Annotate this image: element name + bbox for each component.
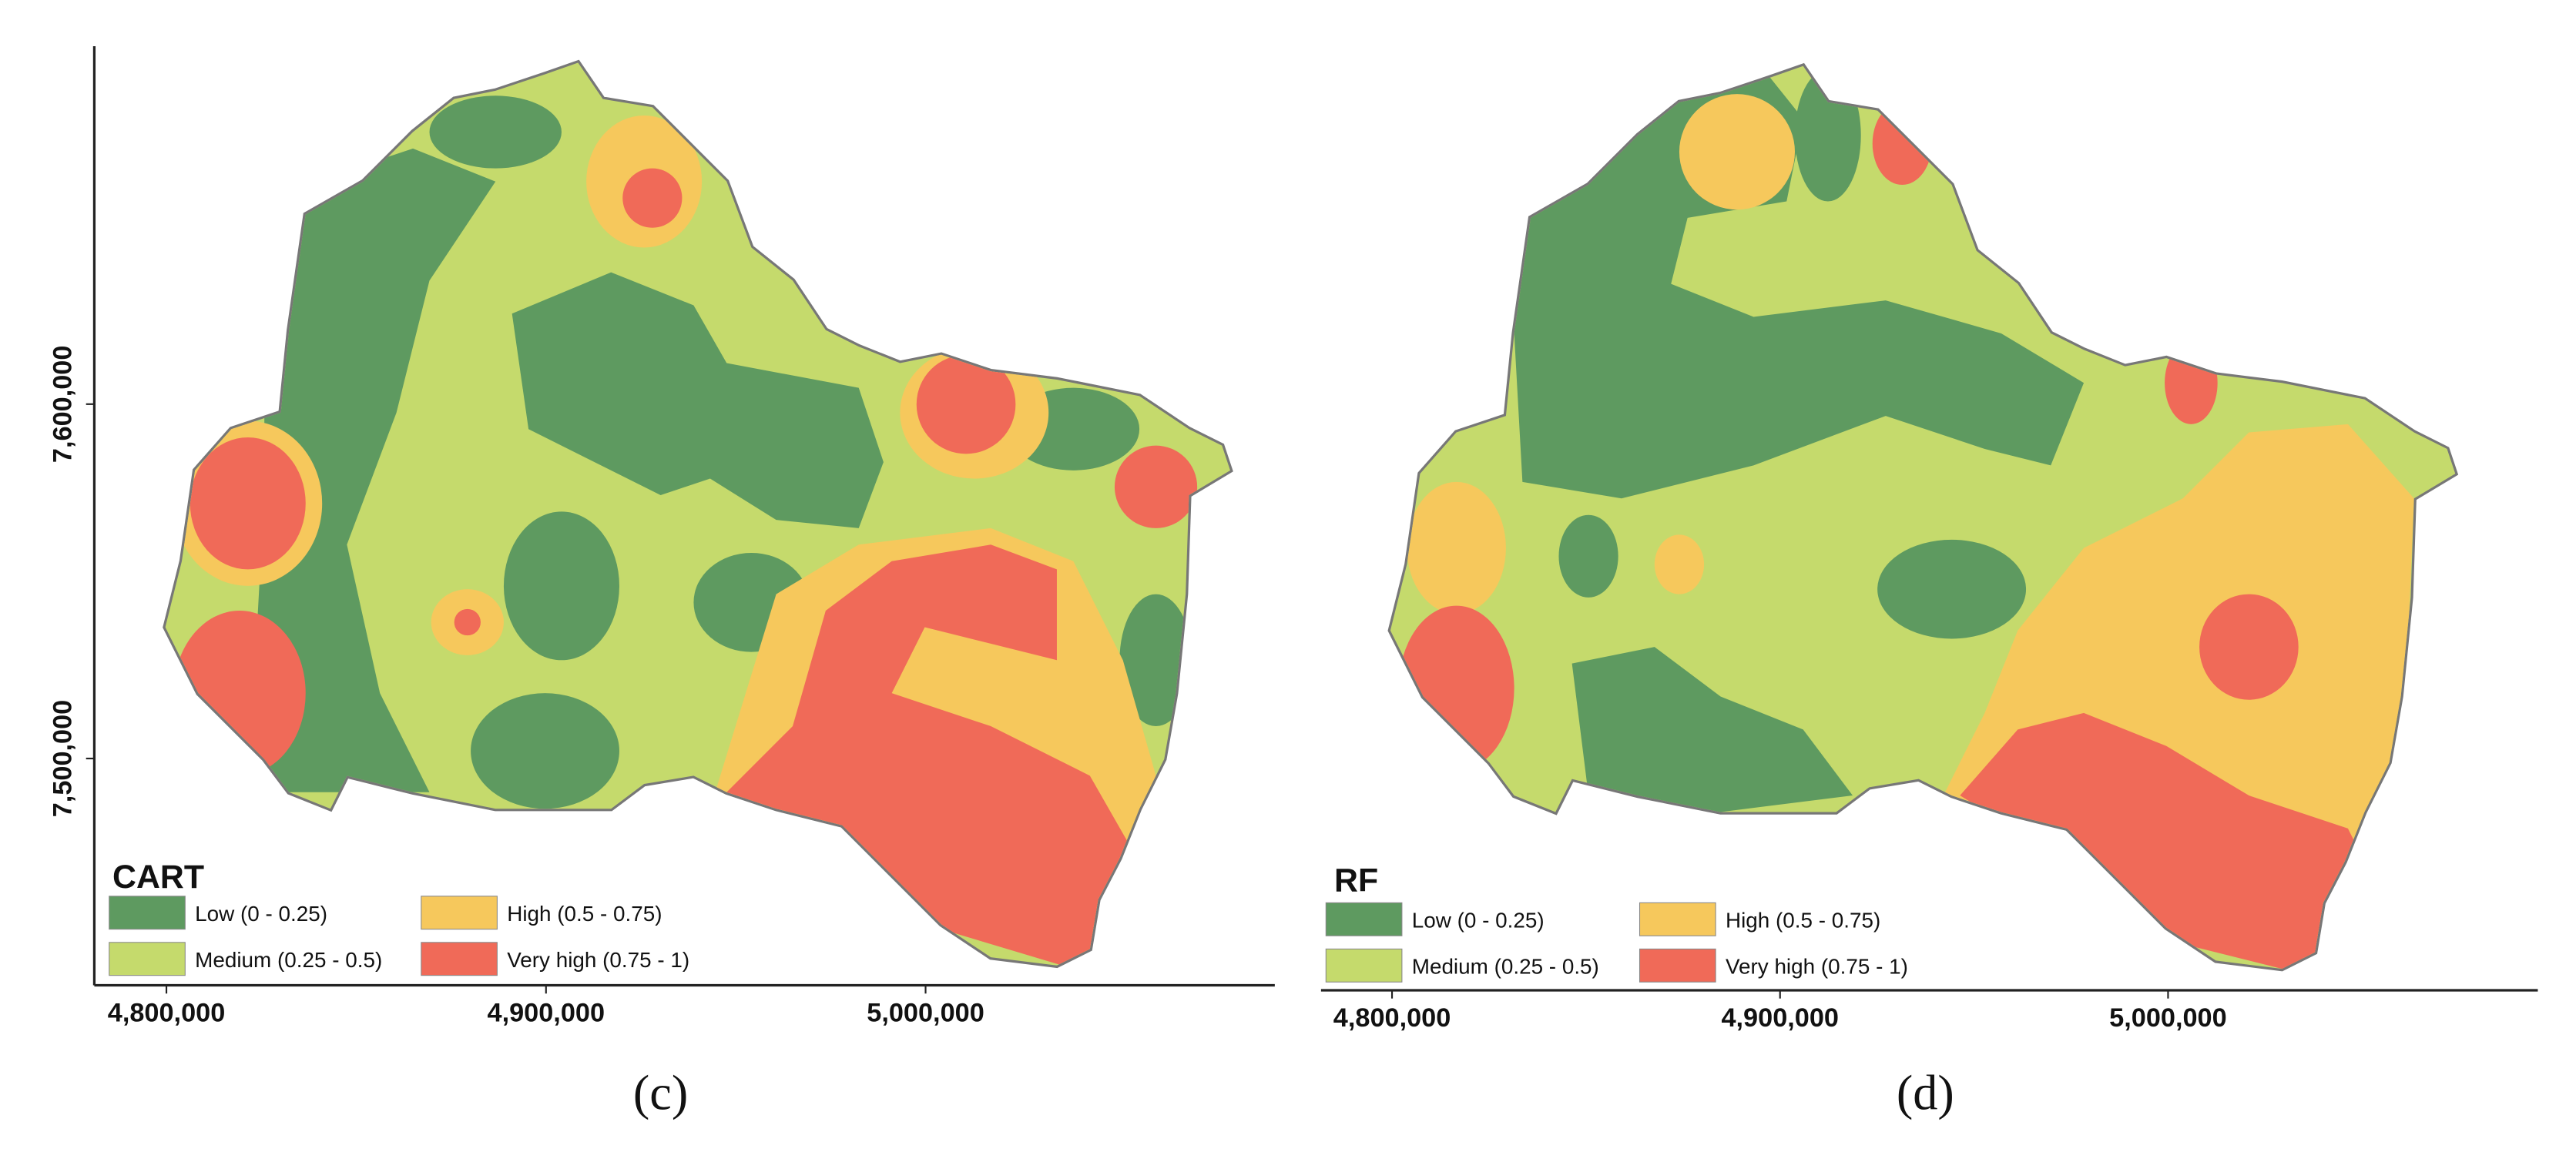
legend-label: Medium (0.25 - 0.5) xyxy=(1412,955,1599,979)
legend-label: Very high (0.75 - 1) xyxy=(1726,955,1908,979)
zone xyxy=(1872,102,1932,186)
legend-swatch xyxy=(109,942,186,976)
zone xyxy=(1794,69,1861,202)
susceptibility-map xyxy=(1390,65,2456,969)
zone xyxy=(1505,77,2085,499)
y-tick-label: 7,600,000 xyxy=(48,346,77,464)
zone xyxy=(247,148,496,792)
zone xyxy=(1654,534,1705,594)
zone xyxy=(1877,539,2027,639)
zone xyxy=(2199,594,2299,700)
x-tick-label: 5,000,000 xyxy=(2109,1003,2227,1033)
panel-caption: (c) xyxy=(633,1065,688,1120)
legend-swatch xyxy=(109,896,186,930)
legend-swatch xyxy=(1325,902,1403,936)
zone xyxy=(1119,594,1192,727)
y-tick-label: 7,500,000 xyxy=(48,700,77,818)
legend-label: Low (0 - 0.25) xyxy=(1412,909,1545,933)
panel-title: RF xyxy=(1334,862,1378,899)
legend-label: Very high (0.75 - 1) xyxy=(507,948,689,972)
map-panel: RF (d) 4,800,000 4,900,000 5,000,000 Low (0… xyxy=(1320,53,2538,1120)
legend-label: High (0.5 - 0.75) xyxy=(507,902,662,926)
zone xyxy=(622,168,683,228)
zone xyxy=(2165,341,2218,424)
panel-caption: (d) xyxy=(1897,1065,1954,1120)
x-tick-label: 4,800,000 xyxy=(1333,1003,1451,1033)
legend-label: Low (0 - 0.25) xyxy=(195,902,327,926)
panel-title: CART xyxy=(112,859,204,896)
zone xyxy=(916,354,1016,454)
zone xyxy=(1571,647,1853,812)
legend-label: Medium (0.25 - 0.5) xyxy=(195,948,382,972)
zone xyxy=(1960,712,2381,969)
legend-label: High (0.5 - 0.75) xyxy=(1726,909,1880,933)
zone xyxy=(471,693,619,809)
x-tick-label: 4,900,000 xyxy=(488,999,605,1028)
zone xyxy=(190,437,306,570)
map-group xyxy=(1374,53,2480,994)
susceptibility-map xyxy=(165,62,1230,966)
x-tick-label: 5,000,000 xyxy=(867,999,984,1028)
zone xyxy=(1114,445,1198,528)
legend-swatch xyxy=(1639,948,1716,983)
zone xyxy=(429,95,562,169)
zone xyxy=(173,611,306,776)
zone xyxy=(1679,94,1795,210)
legend-swatch xyxy=(1325,948,1403,983)
zone xyxy=(1407,481,1506,615)
legend-swatch xyxy=(421,896,498,930)
legend-swatch xyxy=(421,942,498,976)
zone xyxy=(454,608,481,636)
zone xyxy=(1398,605,1514,771)
map-panel: CART (c) 4,800,000 4,900,000 5,000,000 7,50… xyxy=(48,46,1275,1120)
zone xyxy=(503,511,619,661)
x-tick-label: 4,800,000 xyxy=(108,999,226,1028)
legend-swatch xyxy=(1639,902,1716,936)
zone xyxy=(726,544,1156,966)
x-tick-label: 4,900,000 xyxy=(1721,1003,1839,1033)
zone xyxy=(1558,514,1618,598)
zone xyxy=(512,272,884,528)
